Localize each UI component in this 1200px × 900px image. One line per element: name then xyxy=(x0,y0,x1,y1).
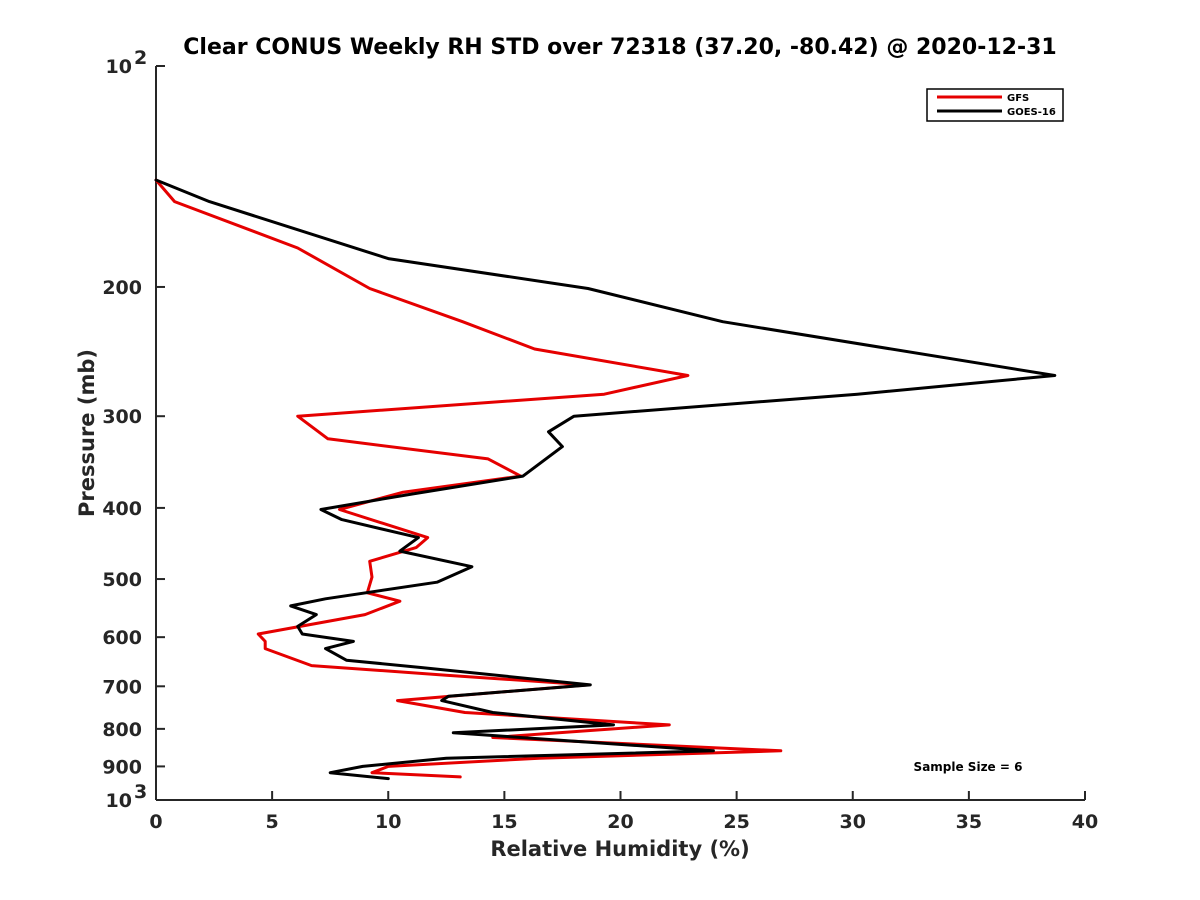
x-tick-label: 40 xyxy=(1072,811,1098,833)
x-axis-label: Relative Humidity (%) xyxy=(490,837,749,861)
y-tick-exponent: 2 xyxy=(134,47,147,69)
x-tick-label: 5 xyxy=(266,811,279,833)
x-tick-label: 10 xyxy=(375,811,401,833)
x-tick-label: 30 xyxy=(840,811,866,833)
chart-title: Clear CONUS Weekly RH STD over 72318 (37… xyxy=(183,35,1056,60)
y-tick-label: 200 xyxy=(102,277,142,299)
y-tick-label: 10 xyxy=(106,56,132,78)
legend-label-goes16: GOES-16 xyxy=(1007,107,1056,118)
y-tick-base: 10 xyxy=(106,56,132,78)
x-ticks: 0 5 10 15 20 25 30 35 40 xyxy=(149,791,1098,833)
x-tick-label: 0 xyxy=(149,811,162,833)
y-tick-label: 900 xyxy=(102,756,142,778)
legend-box xyxy=(926,88,1064,122)
legend-label-gfs: GFS xyxy=(1007,93,1029,104)
y-tick-base: 10 xyxy=(106,790,132,812)
x-tick-label: 35 xyxy=(956,811,982,833)
series-line-gfs xyxy=(154,178,783,779)
y-tick-label: 800 xyxy=(102,719,142,741)
sample-size-annotation: Sample Size = 6 xyxy=(914,760,1023,774)
series-line-goes16 xyxy=(154,178,1057,781)
y-tick-label: 10 xyxy=(106,790,132,812)
x-tick-label: 20 xyxy=(607,811,633,833)
y-tick-label: 500 xyxy=(102,569,142,591)
y-tick-label: 700 xyxy=(102,676,142,698)
y-tick-label: 600 xyxy=(102,627,142,649)
y-tick-label: 400 xyxy=(102,498,142,520)
x-tick-label: 15 xyxy=(491,811,517,833)
x-tick-label: 25 xyxy=(723,811,749,833)
series-layer xyxy=(154,178,1057,781)
y-tick-label: 300 xyxy=(102,406,142,428)
legend: GFS GOES-16 xyxy=(926,88,1064,122)
y-axis-label: Pressure (mb) xyxy=(75,349,99,517)
y-tick-exponent: 3 xyxy=(134,781,147,803)
